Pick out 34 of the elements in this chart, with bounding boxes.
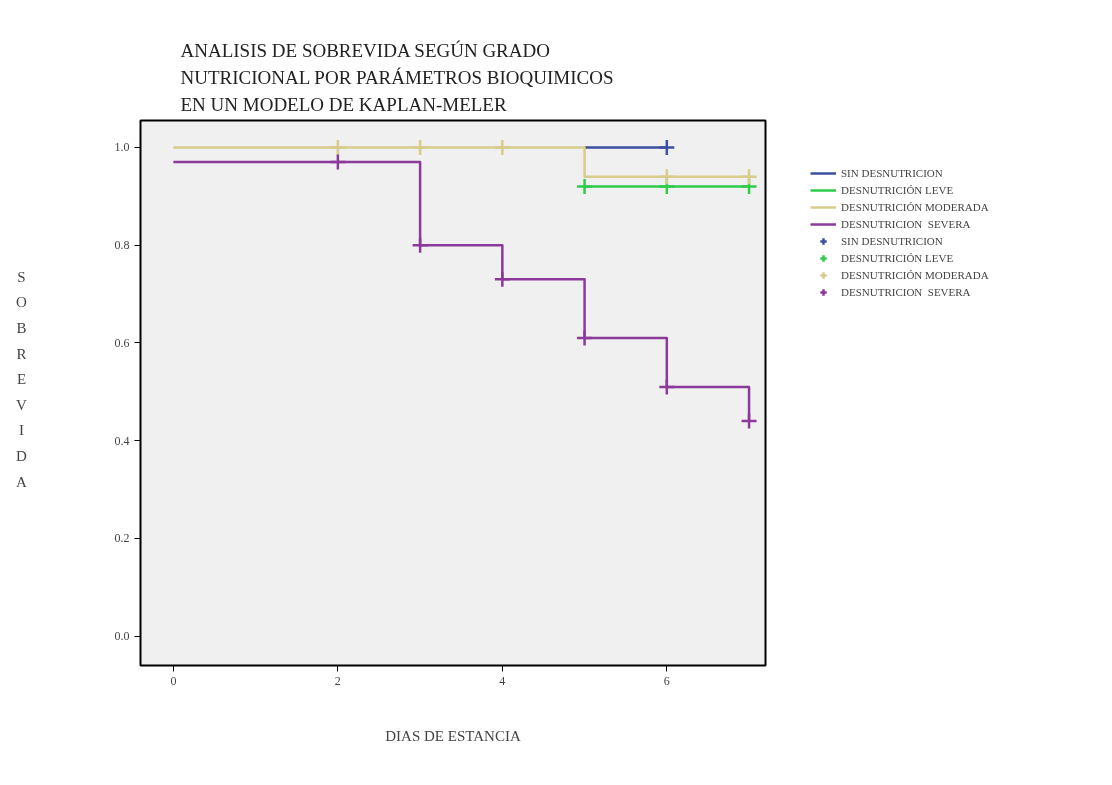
point [658,138,676,157]
legend-label: DESNUTRICIÓN LEVE [841,251,954,266]
legend-label: DESNUTRICION SEVERA [841,217,971,232]
x-tick-label: 0 [170,673,177,688]
point [658,378,676,396]
point [740,412,758,430]
point [411,138,429,157]
legend-label: DESNUTRICION SEVERA [841,285,971,300]
point [493,138,512,157]
y-tick-label: 0.6 [114,335,130,350]
legend-label: DESNUTRICIÓN MODERADA [841,268,989,283]
chart-title: ANALISIS DE SOBREVIDA SEGÚN GRADO NUTRICIONAL POR PARÁMETROS BIOQUIMICOS EN UN MODELO DE KAPLAN-MELER [180,39,614,116]
x-axis-title: DIAS DE ESTANCIA [385,727,521,744]
point [411,236,429,254]
legend-label: SIN DESNUTRICION [841,166,943,181]
text: SOBREVIDA [16,268,27,490]
point [329,153,347,171]
x-tick-label: 6 [663,673,670,688]
legend-label: SIN DESNUTRICION [841,234,943,249]
point [575,177,594,196]
y-tick-label: 0.8 [114,238,130,253]
y-tick-label: 0.4 [114,433,130,448]
legend-label: DESNUTRICIÓN MODERADA [841,200,989,215]
y-tick-label: 0.0 [114,629,130,644]
point [740,167,758,186]
y-tick-label: 0.2 [114,531,130,546]
legend-label: DESNUTRICIÓN LEVE [841,183,954,198]
point [329,138,347,157]
point [493,270,512,289]
point [575,329,594,347]
point [658,167,676,186]
x-tick-label: 2 [334,673,341,688]
x-tick-label: 4 [499,673,506,688]
y-tick-label: 1.0 [114,140,130,155]
